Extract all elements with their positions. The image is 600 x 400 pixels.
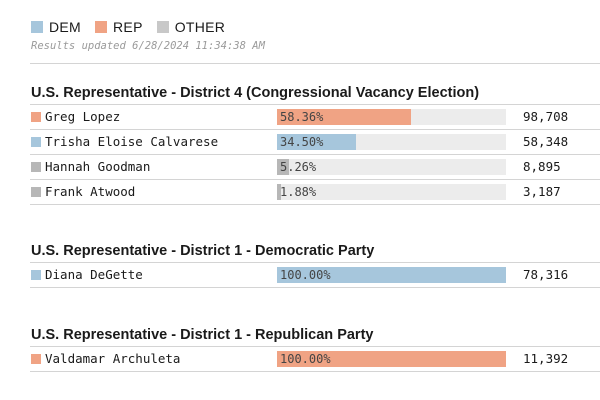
vote-share-bar-fill: [277, 134, 356, 150]
vote-share-bar-fill: [277, 267, 506, 283]
vote-share-percent: 100.00%: [280, 268, 331, 282]
legend-label-rep: REP: [113, 19, 143, 35]
candidate-row: Greg Lopez 58.36% 98,708: [30, 105, 600, 130]
candidate-name: Trisha Eloise Calvarese: [45, 134, 219, 149]
vote-share-percent: 34.50%: [280, 135, 324, 149]
vote-count: 11,392: [523, 351, 569, 366]
vote-share-bar: 1.88%: [277, 184, 506, 200]
legend-swatch-other: [156, 21, 169, 33]
vote-count: 78,316: [523, 267, 569, 282]
legend-swatch-rep: [95, 21, 108, 33]
party-swatch-rep: [31, 112, 41, 122]
party-legend: DEM REP OTHER: [31, 19, 239, 35]
race-section: U.S. Representative - District 1 - Repub…: [30, 324, 600, 372]
vote-count: 58,348: [523, 134, 569, 149]
party-swatch-other: [31, 187, 41, 197]
vote-share-bar: 100.00%: [277, 351, 506, 367]
vote-share-percent: 100.00%: [280, 352, 331, 366]
results-updated-timestamp: Results updated 6/28/2024 11:34:38 AM: [31, 40, 265, 52]
vote-share-bar-fill: [277, 159, 290, 175]
race-section: U.S. Representative - District 1 - Democ…: [30, 240, 600, 288]
race-title: U.S. Representative - District 4 (Congre…: [30, 82, 600, 105]
candidate-name: Greg Lopez: [45, 109, 121, 124]
candidate-name: Diana DeGette: [45, 267, 143, 282]
vote-share-bar: 5.26%: [277, 159, 506, 175]
vote-share-bar: 58.36%: [277, 109, 506, 125]
party-swatch-rep: [31, 354, 41, 364]
race-title: U.S. Representative - District 1 - Repub…: [30, 324, 600, 347]
candidate-row: Diana DeGette 100.00% 78,316: [30, 263, 600, 288]
vote-share-bar: 34.50%: [277, 134, 506, 150]
vote-share-bar-fill: [277, 351, 506, 367]
candidate-row: Valdamar Archuleta 100.00% 11,392: [30, 347, 600, 372]
candidate-name: Frank Atwood: [45, 184, 136, 199]
vote-share-bar-fill: [277, 109, 411, 125]
vote-share-bar: 100.00%: [277, 267, 506, 283]
legend-item-rep: REP: [95, 19, 143, 35]
vote-count: 3,187: [523, 184, 561, 199]
vote-share-percent: 58.36%: [280, 110, 324, 124]
party-swatch-dem: [31, 270, 41, 280]
vote-count: 8,895: [523, 159, 561, 174]
legend-label-other: OTHER: [174, 19, 226, 35]
race-section: U.S. Representative - District 4 (Congre…: [30, 82, 600, 205]
legend-item-other: OTHER: [156, 19, 226, 35]
candidate-row: Trisha Eloise Calvarese 34.50% 58,348: [30, 130, 600, 155]
candidate-name: Hannah Goodman: [45, 159, 151, 174]
header-divider: [30, 63, 600, 64]
vote-share-percent: 1.88%: [280, 185, 317, 199]
vote-count: 98,708: [523, 109, 569, 124]
candidate-row: Frank Atwood 1.88% 3,187: [30, 180, 600, 205]
vote-share-percent: 5.26%: [280, 160, 317, 174]
vote-share-bar-fill: [277, 184, 282, 200]
legend-label-dem: DEM: [49, 19, 82, 35]
legend-swatch-dem: [31, 21, 43, 33]
party-swatch-dem: [31, 137, 41, 147]
candidate-name: Valdamar Archuleta: [45, 351, 181, 366]
candidate-row: Hannah Goodman 5.26% 8,895: [30, 155, 600, 180]
legend-item-dem: DEM: [31, 19, 81, 35]
party-swatch-other: [31, 162, 41, 172]
race-title: U.S. Representative - District 1 - Democ…: [30, 240, 600, 263]
